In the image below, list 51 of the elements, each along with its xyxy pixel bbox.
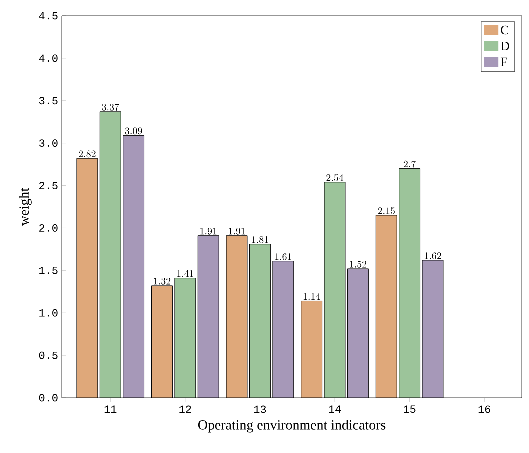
y-axis-title: weight (19, 188, 32, 226)
data-label: 1 .91 (229, 228, 246, 235)
data-label: 1 .62 (425, 252, 442, 260)
bar (272, 261, 294, 398)
y-tick-label: 0.0 (39, 394, 58, 402)
data-label: 1 .41 (177, 270, 194, 278)
y-tick-label: 4.0 (39, 54, 58, 62)
data-label: 2.54 (326, 174, 344, 182)
bar (174, 278, 196, 398)
data-label: 1 .52 (350, 261, 367, 268)
x-tick-label: 16 (478, 406, 490, 414)
y-tick-label: 1.5 (40, 267, 58, 274)
data-label: 2. 15 (378, 208, 395, 214)
data-label: 3.37 (102, 104, 120, 111)
y-tick-label: 3.0 (39, 140, 58, 148)
bar (422, 260, 444, 398)
bar (198, 236, 220, 398)
data-label: 1 .61 (275, 253, 292, 260)
data-label: 1 .91 (200, 228, 217, 235)
y-tick-label: 4.5 (39, 12, 58, 20)
x-tick-label: 11 (104, 406, 117, 413)
data-label: 1 .81 (252, 236, 268, 244)
y-tick-label: 1.0 (40, 309, 58, 317)
data-label: 2.82 (79, 150, 96, 158)
data-label: 2.7 (404, 160, 416, 168)
bar (76, 158, 98, 398)
legend-label: F (500, 58, 508, 66)
bar (348, 268, 369, 398)
bar (376, 215, 398, 398)
data-label: 1 . 14 (304, 293, 320, 300)
x-tick-label: 13 (254, 406, 266, 414)
legend-label: C (501, 26, 508, 35)
bar (324, 182, 346, 398)
legend-label: D (500, 42, 510, 50)
bar (399, 168, 421, 398)
bar (226, 236, 248, 398)
y-tick-label: 3.5 (39, 97, 58, 105)
data-label: 1 .32 (154, 278, 171, 285)
bar (301, 301, 322, 398)
bar (123, 136, 144, 398)
bar (152, 286, 173, 398)
bar (100, 112, 122, 398)
y-tick-label: 0.5 (39, 352, 58, 360)
bar (250, 244, 271, 398)
x-tick-label: 14 (329, 406, 342, 413)
x-tick-label: 12 (180, 406, 192, 414)
x-tick-label: 15 (404, 406, 416, 414)
data-label: 3.09 (125, 128, 142, 135)
y-tick-label: 2.0 (40, 224, 58, 232)
x-axis-title: Operating environment indicators (198, 420, 386, 433)
y-tick-label: 2.5 (40, 182, 58, 190)
